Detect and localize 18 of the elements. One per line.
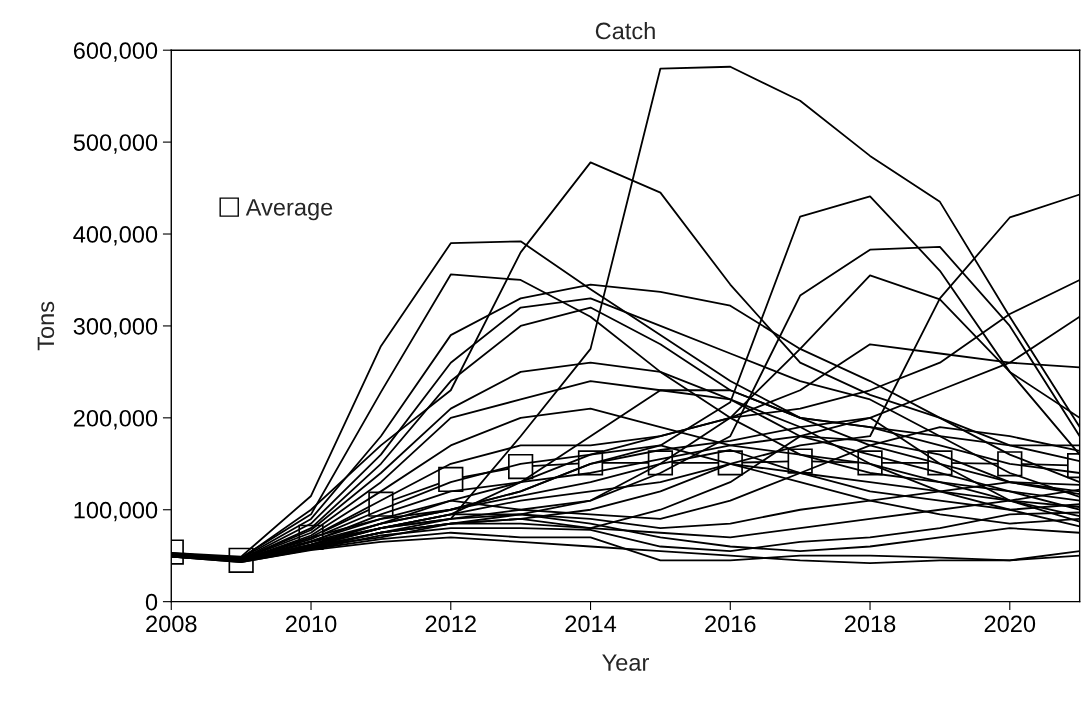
y-axis-title: Tons <box>37 301 55 351</box>
x-tick-label: 2008 <box>146 615 197 633</box>
x-tick-label: 2012 <box>425 615 476 633</box>
x-tick-label: 2014 <box>565 615 617 633</box>
y-tick-label: 400,000 <box>73 226 158 246</box>
x-axis-title: Year <box>602 654 649 671</box>
x-tick-label: 2018 <box>844 615 896 633</box>
x-tick-label: 2010 <box>285 615 337 633</box>
x-tick-label: 2016 <box>705 615 756 633</box>
y-tick-label: 0 <box>145 593 158 611</box>
y-tick-label: 200,000 <box>73 409 158 430</box>
y-tick-label: 600,000 <box>73 42 158 62</box>
x-tick-label: 2020 <box>984 615 1036 633</box>
legend-label: Average <box>245 199 333 221</box>
chart-title: Catch <box>595 21 655 40</box>
y-tick-label: 300,000 <box>73 318 158 338</box>
y-tick-label: 500,000 <box>73 134 158 154</box>
y-tick-label: 100,000 <box>74 501 158 522</box>
